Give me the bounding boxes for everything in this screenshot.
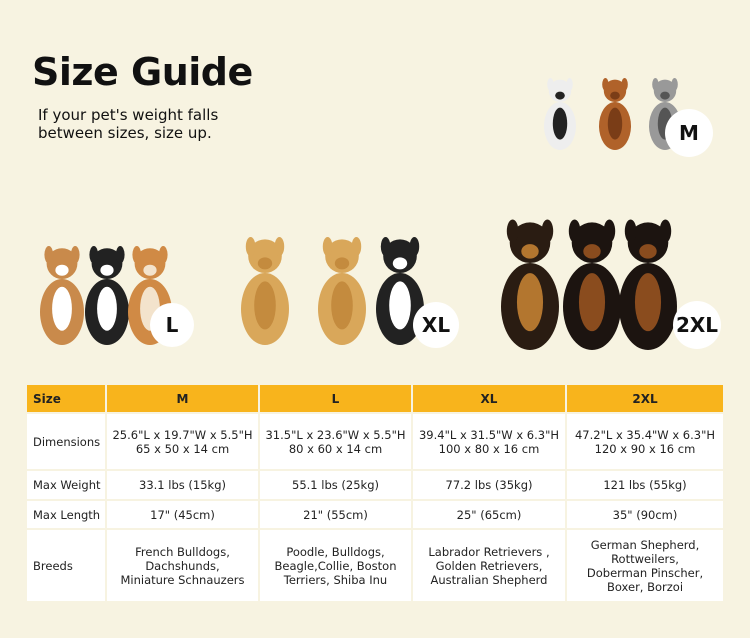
- subtitle: If your pet's weight falls between sizes…: [38, 106, 219, 142]
- table-cell: 39.4"L x 31.5"W x 6.3"H 100 x 80 x 16 cm: [413, 414, 565, 469]
- dog-head: [91, 248, 123, 279]
- dog-ear: [506, 219, 519, 243]
- dog-ear: [621, 78, 628, 91]
- dog-ear: [70, 246, 80, 264]
- table-cell: 121 lbs (55kg): [567, 471, 723, 499]
- table-cell: 17" (45cm): [107, 501, 258, 528]
- row-label: Max Length: [27, 501, 105, 528]
- dog-ear: [547, 78, 554, 91]
- dog-head: [603, 79, 627, 103]
- dog-ear: [158, 246, 168, 264]
- dog-ear: [624, 219, 637, 243]
- dog-ear: [274, 237, 285, 257]
- dog-ear: [132, 246, 142, 264]
- dog-ear: [652, 78, 659, 91]
- table-cell: 55.1 lbs (25kg): [260, 471, 411, 499]
- dog-ear: [603, 219, 616, 243]
- size-badge: [673, 301, 721, 349]
- dog-ear: [380, 237, 391, 257]
- dog-ear: [566, 78, 573, 91]
- header-cell: Size: [27, 385, 105, 412]
- dog-head: [571, 222, 613, 263]
- dog-muzzle: [392, 257, 408, 270]
- dog-ear: [115, 246, 125, 264]
- size-badge: [665, 109, 713, 157]
- table-cell: 77.2 lbs (35kg): [413, 471, 565, 499]
- dog-ear: [602, 78, 609, 91]
- dog-chest: [552, 107, 568, 140]
- dog-head: [248, 239, 282, 273]
- row-label: Max Weight: [27, 471, 105, 499]
- dog-chest: [97, 286, 117, 331]
- dog-muzzle: [555, 91, 565, 100]
- dog-ear: [89, 246, 99, 264]
- table-cell: 33.1 lbs (15kg): [107, 471, 258, 499]
- dog-head: [509, 222, 551, 263]
- size-badge: [150, 303, 194, 347]
- title: Size Guide: [32, 50, 253, 94]
- dog-ear: [322, 237, 333, 257]
- dog-ear: [568, 219, 581, 243]
- dog-muzzle: [55, 264, 69, 276]
- table-cell: Labrador Retrievers , Golden Retrievers,…: [413, 530, 565, 601]
- row-label: Breeds: [27, 530, 105, 601]
- dog-muzzle: [583, 244, 601, 259]
- table-cell: 31.5"L x 23.6"W x 5.5"H 80 x 60 x 14 cm: [260, 414, 411, 469]
- dog-chest: [52, 286, 72, 331]
- dog-muzzle: [639, 244, 657, 259]
- size-badge-label: 2XL: [676, 313, 718, 337]
- dog-muzzle: [143, 264, 157, 276]
- dog-head: [548, 79, 572, 103]
- dog-muzzle: [660, 91, 670, 100]
- dog-head: [627, 222, 669, 263]
- dog-chest: [389, 281, 411, 330]
- dog-chest: [254, 281, 276, 330]
- table-cell: German Shepherd, Rottweilers, Doberman P…: [567, 530, 723, 601]
- header-cell: M: [107, 385, 258, 412]
- dog-muzzle: [334, 257, 350, 270]
- size-badge-label: L: [166, 313, 179, 337]
- dog-muzzle: [257, 257, 273, 270]
- table-cell: 35" (90cm): [567, 501, 723, 528]
- table-cell: 21" (55cm): [260, 501, 411, 528]
- size-badge: [413, 302, 459, 348]
- dog-chest: [516, 273, 544, 332]
- dog-head: [46, 248, 78, 279]
- table-cell: 25.6"L x 19.7"W x 5.5"H 65 x 50 x 14 cm: [107, 414, 258, 469]
- dog-head: [383, 239, 417, 273]
- dog-chest: [331, 281, 353, 330]
- table-cell: Poodle, Bulldogs, Beagle,Collie, Boston …: [260, 530, 411, 601]
- header-cell: 2XL: [567, 385, 723, 412]
- size-badge-label: XL: [422, 313, 450, 337]
- dog-head: [325, 239, 359, 273]
- row-label: Dimensions: [27, 414, 105, 469]
- dog-ear: [671, 78, 678, 91]
- table-cell: 47.2"L x 35.4"W x 6.3"H 120 x 90 x 16 cm: [567, 414, 723, 469]
- dog-chest: [634, 273, 662, 332]
- dog-ear: [351, 237, 362, 257]
- dog-ear: [409, 237, 420, 257]
- dog-illustrations: M L XL 2XL: [40, 78, 721, 350]
- dog-muzzle: [610, 91, 620, 100]
- dog-ear: [541, 219, 554, 243]
- header-cell: XL: [413, 385, 565, 412]
- size-badge-label: M: [679, 121, 699, 145]
- dog-chest: [607, 107, 623, 140]
- dog-ear: [245, 237, 256, 257]
- size-table: Size M L XL 2XL Dimensions 25.6"L x 19.7"W x 5…: [27, 385, 723, 601]
- header-cell: L: [260, 385, 411, 412]
- dog-head: [134, 248, 166, 279]
- dog-chest: [578, 273, 606, 332]
- dog-ear: [659, 219, 672, 243]
- table-cell: 25" (65cm): [413, 501, 565, 528]
- table-cell: French Bulldogs, Dachshunds, Miniature S…: [107, 530, 258, 601]
- dog-muzzle: [521, 244, 539, 259]
- dog-muzzle: [100, 264, 114, 276]
- dog-head: [653, 79, 677, 103]
- dog-ear: [44, 246, 54, 264]
